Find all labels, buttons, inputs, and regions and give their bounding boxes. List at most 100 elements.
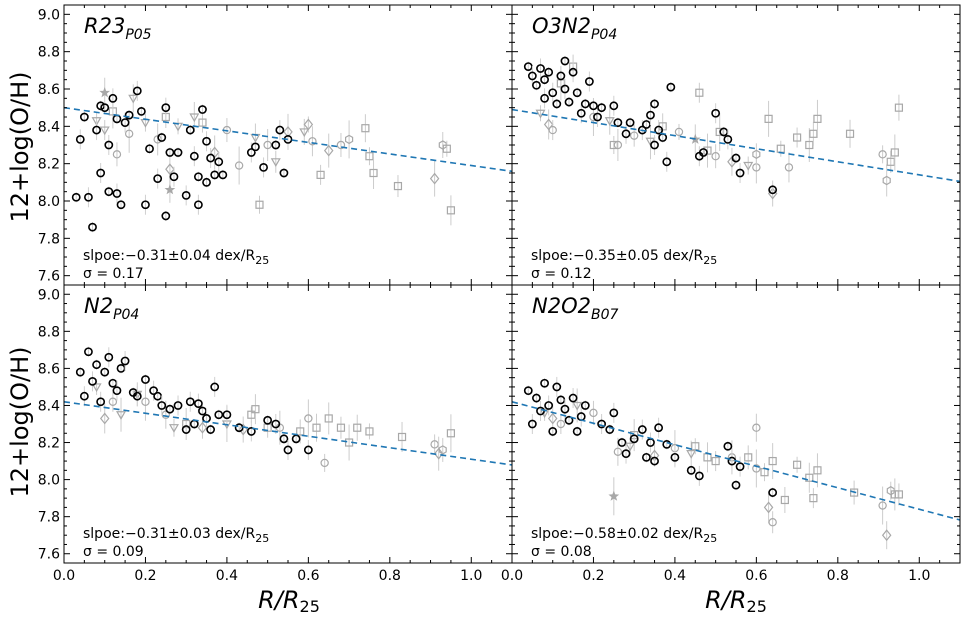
fit-line: [512, 108, 960, 183]
data-point-hexagon: [345, 134, 354, 145]
data-point-black-circle: [523, 386, 533, 396]
data-point-triangle: [299, 128, 310, 138]
data-point-black-circle: [564, 97, 574, 107]
data-point-square: [894, 103, 904, 112]
data-point-triangle: [91, 117, 102, 126]
data-point-square: [805, 140, 814, 150]
data-point-black-circle: [768, 488, 778, 497]
data-point-black-circle: [161, 211, 171, 221]
data-point-black-circle: [629, 434, 639, 444]
data-point-black-circle: [593, 112, 602, 122]
data-point-black-circle: [71, 192, 81, 202]
data-point-gray-circle: [768, 518, 777, 527]
data-point-black-circle: [136, 107, 146, 116]
data-point-gray-circle: [752, 464, 761, 473]
data-point-square: [361, 124, 370, 133]
data-point-black-circle: [694, 471, 704, 481]
x-tick-label: 0.0: [53, 568, 75, 584]
sigma-annotation: σ = 0.12: [531, 266, 592, 282]
data-point-black-circle: [625, 118, 635, 127]
data-point-black-circle: [637, 425, 647, 434]
data-point-black-circle: [699, 148, 708, 157]
data-point-square: [792, 133, 802, 142]
data-point-triangle: [572, 401, 583, 411]
data-point-black-circle: [556, 71, 566, 81]
data-point-gray-circle: [711, 151, 720, 161]
data-point-black-circle: [552, 382, 562, 392]
data-point-black-circle: [263, 415, 273, 425]
data-point-black-circle: [145, 144, 154, 154]
panel-title-subscript: B07: [591, 307, 619, 323]
data-point-black-circle: [605, 425, 615, 434]
data-point-black-circle: [181, 425, 191, 434]
x-axis-label-sub: 25: [300, 597, 320, 616]
x-axis-label-main: R/R: [258, 586, 299, 614]
data-point-black-circle: [584, 77, 594, 86]
data-point-black-circle: [120, 356, 130, 366]
x-axis-label-left: R/R25: [258, 586, 320, 616]
data-point-black-circle: [540, 378, 549, 388]
data-point-gray-circle: [878, 501, 887, 510]
y-tick-label: 7.6: [38, 547, 60, 563]
data-point-black-circle: [185, 397, 195, 407]
data-point-black-circle: [92, 360, 101, 370]
data-point-black-circle: [132, 391, 142, 401]
data-point-square: [792, 460, 802, 469]
data-point-black-circle: [613, 118, 623, 127]
data-point-black-circle: [141, 375, 150, 384]
data-point-black-circle: [246, 427, 256, 436]
data-point-black-circle: [193, 200, 203, 210]
data-point-black-circle: [112, 386, 122, 396]
slope-subscript: 25: [703, 532, 717, 545]
data-point-square: [446, 429, 456, 438]
slope-text: slpoe:−0.58±0.02 dex/R: [531, 526, 703, 542]
data-point-gray-circle: [613, 140, 623, 150]
data-point-black-circle: [650, 140, 659, 150]
data-point-gray-circle: [263, 140, 272, 150]
data-point-black-circle: [271, 419, 281, 429]
panel-title-subscript: P04: [591, 27, 617, 43]
data-point-black-circle: [202, 177, 211, 187]
data-point-black-circle: [548, 88, 558, 98]
data-point-square: [393, 181, 403, 191]
data-point-black-circle: [731, 480, 741, 490]
data-point-black-circle: [84, 192, 93, 202]
data-point-black-circle: [544, 67, 554, 77]
data-point-gray-circle: [548, 125, 557, 135]
data-point-black-circle: [104, 352, 114, 362]
data-point-square: [251, 405, 260, 414]
slope-subscript: 25: [255, 254, 269, 267]
data-point-square: [198, 118, 207, 127]
y-tick-label: 8.4: [38, 398, 60, 414]
data-point-black-circle: [654, 125, 664, 135]
data-point-black-circle: [79, 391, 89, 401]
data-point-black-circle: [88, 222, 97, 232]
data-point-black-circle: [165, 404, 175, 414]
data-point-black-circle: [251, 142, 260, 152]
data-point-black-circle: [165, 148, 175, 157]
fit-line: [64, 400, 512, 466]
panel-title: N2O2B07: [532, 294, 618, 323]
data-point-black-circle: [532, 80, 541, 90]
data-point-black-circle: [214, 157, 224, 167]
x-axis-label-right: R/R25: [705, 586, 767, 616]
panel-title: R23P05: [84, 14, 152, 43]
data-point-gray-circle: [112, 150, 122, 159]
panels-layer: 7.6 7.8 8.0 8.2 8.4 8.6 8.8 9.0 R23P05 slpoe:−0.3…: [38, 4, 961, 584]
x-tick-label: 0.8: [827, 568, 849, 584]
data-point-triangle: [115, 411, 127, 420]
y-tick-label: 7.6: [38, 269, 60, 285]
data-point-square: [809, 129, 818, 138]
data-point-black-circle: [124, 110, 134, 120]
data-point-black-circle: [560, 84, 570, 94]
x-axis-label-sub: 25: [747, 597, 767, 616]
plot-area: [512, 54, 960, 207]
plot-area: [64, 77, 512, 233]
y-tick-label: 8.0: [38, 194, 60, 210]
data-point-black-circle: [157, 401, 167, 410]
data-point-black-circle: [275, 125, 285, 135]
data-point-gray-circle: [784, 163, 794, 172]
data-point-black-circle: [279, 434, 289, 444]
sigma-annotation: σ = 0.17: [83, 266, 144, 282]
data-point-black-circle: [527, 71, 537, 81]
